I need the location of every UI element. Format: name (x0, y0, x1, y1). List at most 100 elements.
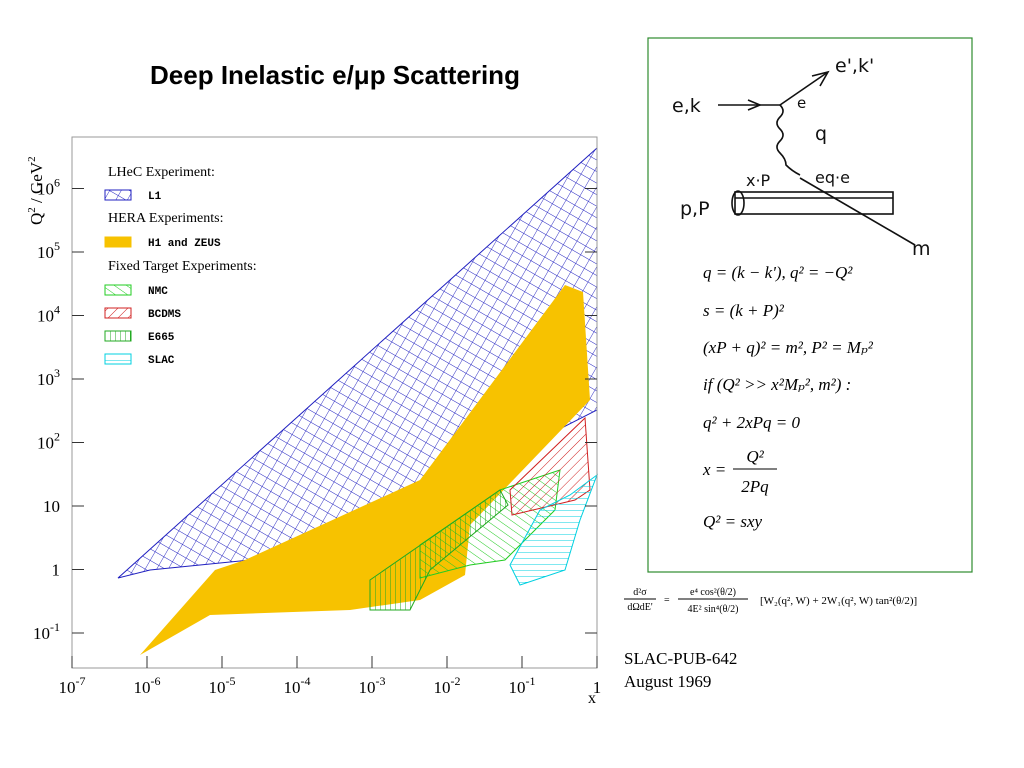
cross-section: d²σ dΩdE' = e⁴ cos²(θ/2) 4E² sin⁴(θ/2) [… (624, 587, 917, 615)
diagram-label: e,k (672, 95, 701, 117)
tick-base: 10 (37, 370, 54, 389)
legend-swatch (104, 330, 132, 342)
diagram-label: m (912, 238, 931, 260)
legend-swatch (104, 307, 132, 319)
feynman-diagram (718, 70, 916, 246)
legend-label: E665 (148, 332, 175, 344)
diagram-label: p,P (680, 198, 710, 220)
label-part: / GeV (27, 161, 46, 207)
tick-base: 10 (284, 678, 301, 697)
tick-base: 10 (434, 678, 451, 697)
legend-swatch (104, 284, 132, 296)
equation: x = (702, 460, 726, 479)
diagram-label: eq·e (815, 168, 850, 187)
tick-label: 104 (37, 303, 60, 326)
diagram-label: e (797, 94, 806, 112)
equation: (xP + q)² = m², P² = Mₚ² (703, 338, 874, 357)
equation: s = (k + P)² (703, 301, 785, 320)
diagram-label: e',k' (835, 55, 874, 77)
tick-exp: 3 (54, 366, 60, 380)
legend-group: HERA Experiments: (108, 211, 224, 226)
diagram-label: q (815, 123, 827, 145)
tick-label: 1 (593, 678, 602, 697)
tick-label: 102 (37, 430, 60, 453)
x-ticks: 10-7 10-6 10-5 10-4 10-3 10-2 10-1 1 (59, 656, 602, 697)
label-part: 2 (26, 156, 38, 162)
formula-part: e⁴ cos²(θ/2) (690, 587, 736, 598)
equation: q = (k − k'), q² = −Q² (703, 263, 853, 282)
equations: x = Q² 2Pq Q² = sxy q = (k − k'), q² = −… (702, 263, 874, 531)
legend-swatch (104, 189, 132, 201)
x-axis-label: x (588, 690, 596, 707)
legend: LHeC Experiment: L1 HERA Experiments: H1… (104, 165, 257, 367)
tick-label: 10-2 (434, 674, 461, 697)
formula-part: dΩdE' (627, 602, 653, 613)
legend-label: SLAC (148, 355, 175, 367)
legend-group: Fixed Target Experiments: (108, 259, 257, 274)
tick-base: 10 (209, 678, 226, 697)
legend-label: NMC (148, 286, 168, 298)
diagram-label: x·P (746, 171, 771, 190)
tick-label: 10-6 (134, 674, 161, 697)
reference: August 1969 (624, 672, 711, 691)
equation: Q² = sxy (703, 512, 763, 531)
legend-label: H1 and ZEUS (148, 238, 221, 250)
equation: 2Pq (741, 477, 769, 496)
tick-exp: -2 (451, 674, 461, 688)
tick-exp: -1 (526, 674, 536, 688)
hera-region (140, 285, 590, 655)
tick-base: 10 (37, 180, 54, 199)
formula-part: 4E² sin⁴(θ/2) (688, 604, 739, 615)
tick-exp: -5 (226, 674, 236, 688)
tick-base: 10 (59, 678, 76, 697)
diagram-box (647, 37, 973, 573)
tick-exp: -7 (76, 674, 86, 688)
tick-exp: 2 (54, 430, 60, 444)
tick-label: 105 (37, 239, 60, 262)
tick-base: 10 (134, 678, 151, 697)
legend-label: BCDMS (148, 309, 181, 321)
tick-exp: -1 (50, 620, 60, 634)
tick-label: 10-4 (284, 674, 311, 697)
tick-base: 10 (43, 497, 60, 516)
tick-exp: -6 (151, 674, 161, 688)
tick-label: 10-3 (359, 674, 386, 697)
tick-label: 1 (52, 561, 61, 580)
slide-title: Deep Inelastic e/μp Scattering (150, 60, 520, 90)
legend-group: LHeC Experiment: (108, 165, 215, 180)
tick-label: 103 (37, 366, 60, 389)
tick-base: 10 (33, 624, 50, 643)
tick-base: 10 (37, 307, 54, 326)
tick-exp: -3 (376, 674, 386, 688)
tick-label: 10 (43, 497, 60, 516)
legend-swatch (104, 353, 132, 365)
plot-frame (71, 136, 598, 669)
tick-exp: -4 (301, 674, 311, 688)
e665-region (369, 489, 509, 611)
tick-base: 10 (359, 678, 376, 697)
tick-base: 10 (37, 243, 54, 262)
equation: q² + 2xPq = 0 (703, 413, 800, 432)
label-part: Q (27, 213, 46, 225)
formula-part: [W₂(q², W) + 2W₁(q², W) tan²(θ/2)] (760, 595, 917, 607)
y-axis-label: Q2 / GeV2 (26, 156, 46, 225)
reference: SLAC-PUB-642 (624, 649, 737, 668)
tick-label: 10-1 (509, 674, 536, 697)
legend-swatch (104, 236, 132, 248)
tick-label: 106 (37, 176, 60, 199)
tick-label: 10-7 (59, 674, 86, 697)
tick-label: 10-5 (209, 674, 236, 697)
tick-exp: 5 (54, 239, 60, 253)
label-part: 2 (26, 207, 38, 213)
diagram-labels: e,k e',k' e q x·P eq·e p,P m (672, 55, 931, 260)
tick-base: 10 (37, 434, 54, 453)
tick-base: 1 (52, 561, 61, 580)
tick-exp: 4 (54, 303, 60, 317)
tick-label: 10-1 (33, 620, 60, 643)
tick-base: 1 (593, 678, 602, 697)
slac-region (509, 473, 599, 586)
tick-exp: 6 (54, 176, 60, 190)
